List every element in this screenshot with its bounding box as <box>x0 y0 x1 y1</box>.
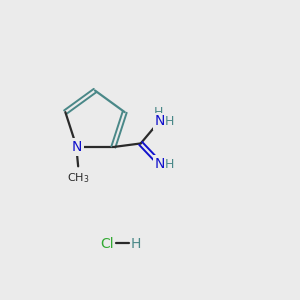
Text: H: H <box>164 115 174 128</box>
Text: N: N <box>71 140 82 154</box>
Text: H: H <box>131 237 141 250</box>
Text: N: N <box>155 157 165 171</box>
Text: Cl: Cl <box>101 237 114 250</box>
Text: CH$_3$: CH$_3$ <box>67 172 89 185</box>
Text: N: N <box>155 114 165 128</box>
Text: H: H <box>154 106 163 119</box>
Text: H: H <box>164 158 174 171</box>
